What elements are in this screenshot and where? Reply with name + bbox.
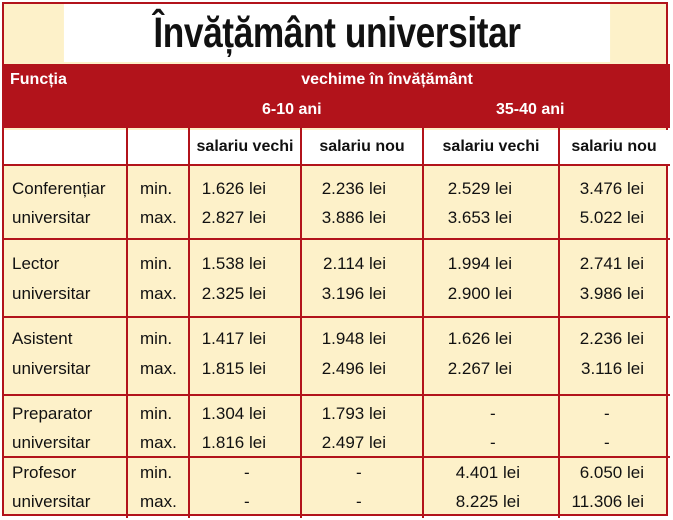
column-header: salariu nou xyxy=(302,130,422,164)
salary-value: 2.267 lei xyxy=(447,359,512,378)
salary-value: 1.538 lei xyxy=(201,254,266,273)
empty-value: - xyxy=(490,433,496,452)
salary-value: 3.886 lei xyxy=(321,208,386,227)
function-name: Preparator xyxy=(12,404,93,423)
group-35-40-header: 35-40 ani xyxy=(496,101,565,118)
column-divider xyxy=(126,128,128,518)
salary-value: 1.417 lei xyxy=(201,329,266,348)
function-name: universitar xyxy=(12,208,91,227)
group-6-10-header: 6-10 ani xyxy=(262,101,322,118)
salary-value: 8.225 lei xyxy=(455,492,520,511)
max-label: max. xyxy=(140,492,177,511)
column-header: salariu vechi xyxy=(190,130,300,164)
salary-value: 2.114 lei xyxy=(322,254,386,273)
function-name: universitar xyxy=(12,492,91,511)
max-label: max. xyxy=(140,208,177,227)
empty-value: - xyxy=(356,463,362,482)
header-band xyxy=(4,64,670,128)
salary-value: 1.304 lei xyxy=(201,404,266,423)
salary-value: 1.994 lei xyxy=(447,254,512,273)
salary-value: 1.815 lei xyxy=(201,359,266,378)
seniority-header: vechime în învățământ xyxy=(301,71,473,88)
salary-value: 2.496 lei xyxy=(321,359,386,378)
subheader-empty-1 xyxy=(4,130,126,164)
salary-value: 1.626 lei xyxy=(201,179,266,198)
empty-value: - xyxy=(604,404,610,423)
empty-value: - xyxy=(490,404,496,423)
function-name: universitar xyxy=(12,359,91,378)
salary-value: 2.827 lei xyxy=(201,208,266,227)
salary-value: 2.236 lei xyxy=(321,179,386,198)
column-header: salariu nou xyxy=(560,130,668,164)
empty-value: - xyxy=(356,492,362,511)
salary-value: 11.306 lei xyxy=(571,492,644,511)
salary-value: 3.196 lei xyxy=(321,284,386,303)
salary-value: 3.653 lei xyxy=(447,208,512,227)
min-label: min. xyxy=(140,463,173,482)
min-label: min. xyxy=(140,254,173,273)
salary-value: 1.948 lei xyxy=(321,329,386,348)
function-name: universitar xyxy=(12,284,91,303)
row-divider xyxy=(4,456,670,458)
row-divider xyxy=(4,164,670,166)
salary-value: 1.626 lei xyxy=(447,329,512,348)
row-divider xyxy=(4,394,670,396)
max-label: max. xyxy=(140,359,177,378)
salary-value: 2.529 lei xyxy=(447,179,512,198)
salary-value: 2.741 lei xyxy=(579,254,644,273)
salary-value: 2.497 lei xyxy=(321,433,386,452)
max-label: max. xyxy=(140,284,177,303)
empty-value: - xyxy=(244,492,250,511)
row-divider xyxy=(4,238,670,240)
salary-value: 1.816 lei xyxy=(201,433,266,452)
empty-value: - xyxy=(604,433,610,452)
max-label: max. xyxy=(140,433,177,452)
column-divider xyxy=(558,128,560,518)
function-name: Profesor xyxy=(12,463,77,482)
salary-value: 2.325 lei xyxy=(201,284,266,303)
salary-value: 3.986 lei xyxy=(579,284,644,303)
salary-value: 6.050 lei xyxy=(579,463,644,482)
salary-value: 4.401 lei xyxy=(455,463,520,482)
subheader-empty-2 xyxy=(128,130,188,164)
function-name: universitar xyxy=(12,433,91,452)
salary-value: 3.116 lei xyxy=(580,359,644,378)
salary-value: 2.236 lei xyxy=(579,329,644,348)
function-header: Funcția xyxy=(10,71,67,88)
column-divider xyxy=(422,128,424,518)
empty-value: - xyxy=(244,463,250,482)
function-name: Conferențiar xyxy=(12,179,106,198)
min-label: min. xyxy=(140,179,173,198)
salary-value: 2.900 lei xyxy=(447,284,512,303)
min-label: min. xyxy=(140,404,173,423)
function-name: Lector xyxy=(12,254,60,273)
page-title: Învățământ universitar xyxy=(63,4,611,62)
salary-value: 5.022 lei xyxy=(579,208,644,227)
salary-value: 1.793 lei xyxy=(321,404,386,423)
min-label: min. xyxy=(140,329,173,348)
column-header: salariu vechi xyxy=(424,130,558,164)
column-divider xyxy=(188,128,190,518)
row-divider xyxy=(4,316,670,318)
function-name: Asistent xyxy=(12,329,73,348)
column-divider xyxy=(300,128,302,518)
salary-value: 3.476 lei xyxy=(579,179,644,198)
